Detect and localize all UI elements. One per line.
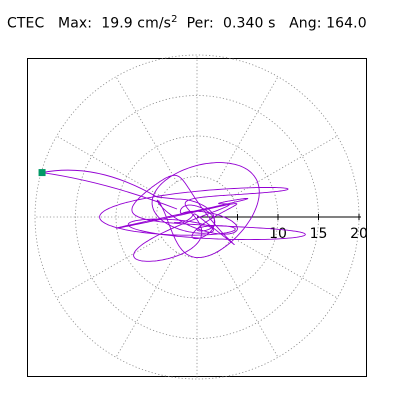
radial-ticks: 10 15 20 (197, 214, 368, 242)
orbit-path (41, 162, 306, 262)
angle-value: 164.0 (326, 15, 367, 32)
peak-marker (38, 169, 46, 177)
radial-tick-label: 15 (310, 226, 328, 242)
period-label: Per: (186, 15, 214, 32)
grid-spoke-240 (115, 251, 178, 358)
max-unit-exponent: 2 (171, 14, 178, 25)
chart-title: CTEC Max: 19.9 cm/s2 Per: 0.340 s Ang: 1… (7, 14, 367, 32)
max-value: 19.9 cm/s (101, 15, 172, 32)
period-value: 0.340 s (222, 15, 276, 32)
grid-spoke-300 (216, 251, 279, 358)
grid-spoke-60 (216, 76, 279, 183)
grid-spoke-120 (115, 76, 178, 183)
marker-layer (38, 169, 46, 177)
orbit-series (41, 162, 306, 262)
max-label: Max: (58, 15, 93, 32)
station-name: CTEC (7, 15, 45, 32)
grid-spoke-210 (56, 236, 163, 299)
grid-spoke-150 (56, 135, 163, 198)
grid-spoke-330 (231, 236, 338, 299)
angle-label: Ang: (289, 15, 322, 32)
radial-tick-label: 20 (350, 226, 368, 242)
